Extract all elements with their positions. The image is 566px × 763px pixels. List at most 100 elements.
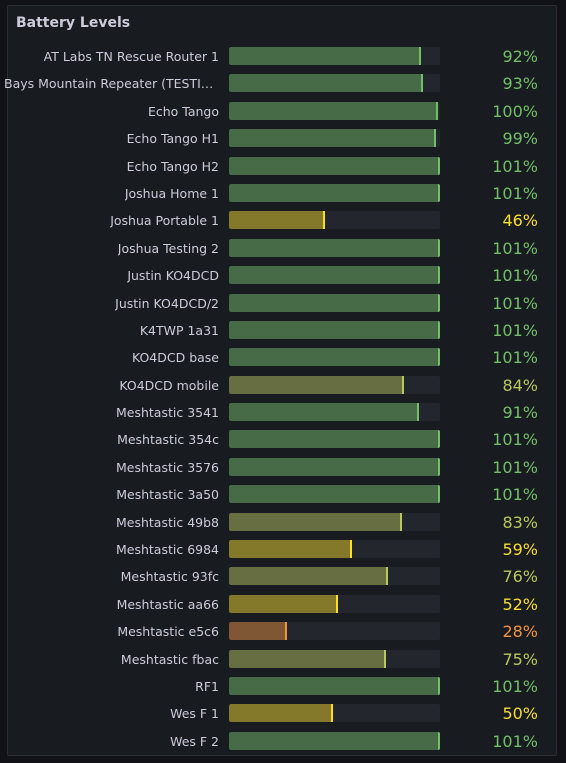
gauge-label: Meshtastic 93fc [120,569,219,585]
gauge-track[interactable] [229,320,440,339]
gauge-track[interactable] [229,348,440,367]
gauge-track[interactable] [229,293,440,312]
gauge-value: 75% [502,649,538,669]
gauge-track[interactable] [229,512,440,531]
gauge-fill [229,320,440,339]
gauge-row: KO4DCD base 101% [8,345,556,372]
gauge-value: 84% [502,375,538,395]
gauge-value: 101% [492,430,538,450]
gauge-row: Meshtastic 3541 91% [8,400,556,427]
gauge-value: 101% [492,293,538,313]
gauge-label: Echo Tango H1 [126,131,219,147]
gauge-label: KO4DCD mobile [119,377,219,393]
gauge-value: 59% [502,540,538,560]
gauge-value: 92% [502,47,538,66]
gauge-fill [229,676,440,695]
gauge-track[interactable] [229,47,440,65]
gauge-track[interactable] [229,485,440,504]
gauge-fill [229,540,353,559]
gauge-row: Meshtastic 3576 101% [8,455,556,482]
gauge-row: Meshtastic e5c6 28% [8,619,556,646]
gauge-track[interactable] [229,540,440,559]
gauge-track[interactable] [229,704,440,723]
gauge-track[interactable] [229,731,440,750]
gauge-row: Joshua Portable 1 46% [8,208,556,235]
gauge-row: K4TWP 1a31 101% [8,318,556,345]
gauge-fill [229,348,440,367]
gauge-value: 52% [502,594,538,614]
gauge-value: 101% [492,266,538,286]
gauge-row: KO4DCD mobile 84% [8,373,556,400]
gauge-track[interactable] [229,238,440,257]
gauge-value: 101% [492,183,538,203]
gauge-row: Meshtastic fbac 75% [8,647,556,674]
gauge-row: Echo Tango 100% [8,99,556,126]
gauge-fill [229,293,440,312]
gauge-track[interactable] [229,403,440,422]
gauge-label: Meshtastic 49b8 [116,514,219,530]
gauge-label: Joshua Home 1 [124,185,219,201]
gauge-track[interactable] [229,594,440,613]
gauge-track[interactable] [229,622,440,641]
gauge-row: Bays Mountain Repeater (TESTING) 93% [4,71,556,98]
gauge-row: Justin KO4DCD/2 101% [8,291,556,318]
gauge-value: 101% [492,676,538,696]
gauge-fill [229,101,438,120]
gauge-label: Echo Tango [147,103,219,119]
gauge-track[interactable] [229,211,440,230]
gauge-value: 101% [492,156,538,176]
gauge-track[interactable] [229,649,440,668]
gauge-track[interactable] [229,266,440,285]
gauge-label: Meshtastic 6984 [115,542,219,558]
gauge-fill [229,594,338,613]
gauge-fill [229,485,440,504]
gauge-track[interactable] [229,567,440,586]
gauge-row: Echo Tango H1 99% [8,126,556,153]
gauge-fill [229,649,386,668]
gauge-label: KO4DCD base [131,350,219,366]
gauge-fill [229,211,326,230]
gauge-value: 100% [492,101,538,121]
gauge-fill [229,74,424,93]
gauge-label: Meshtastic 3576 [115,459,219,475]
gauge-label: AT Labs TN Rescue Router 1 [43,49,219,64]
gauge-label: Meshtastic aa66 [116,596,219,612]
gauge-track[interactable] [229,430,440,449]
gauge-value: 76% [502,567,538,587]
gauge-label: Bays Mountain Repeater (TESTING) [4,76,219,92]
gauge-label: K4TWP 1a31 [139,322,219,338]
gauge-value: 91% [502,403,538,423]
gauge-track[interactable] [229,375,440,394]
gauge-track[interactable] [229,129,440,148]
gauge-value: 101% [492,485,538,505]
gauge-row: Wes F 2 101% [8,729,556,756]
gauge-row: Wes F 1 50% [8,701,556,728]
gauge-label: Meshtastic fbac [120,651,219,667]
gauge-value: 101% [492,731,538,751]
gauge-label: Meshtastic 3541 [115,405,219,421]
gauge-track[interactable] [229,457,440,476]
gauge-value: 101% [492,320,538,340]
gauge-track[interactable] [229,74,440,93]
gauge-label: Meshtastic 3a50 [116,487,219,503]
gauge-fill [229,567,388,586]
gauge-fill [229,156,440,175]
gauge-value: 101% [492,238,538,258]
gauge-label: Justin KO4DCD/2 [115,295,219,311]
gauge-row: Joshua Testing 2 101% [8,236,556,263]
gauge-value: 99% [502,129,538,149]
gauge-track[interactable] [229,676,440,695]
gauge-track[interactable] [229,183,440,202]
gauge-value: 101% [492,457,538,477]
panel-title[interactable]: Battery Levels [16,15,131,31]
gauge-fill [229,430,440,449]
gauge-row: Meshtastic aa66 52% [8,592,556,619]
gauge-row: Justin KO4DCD 101% [8,263,556,290]
gauge-fill [229,403,420,422]
gauge-row: Joshua Home 1 101% [8,181,556,208]
gauge-track[interactable] [229,156,440,175]
gauge-value: 50% [502,704,538,724]
gauge-value: 28% [502,622,538,642]
gauge-row: Meshtastic 354c 101% [8,427,556,454]
gauge-track[interactable] [229,101,440,120]
